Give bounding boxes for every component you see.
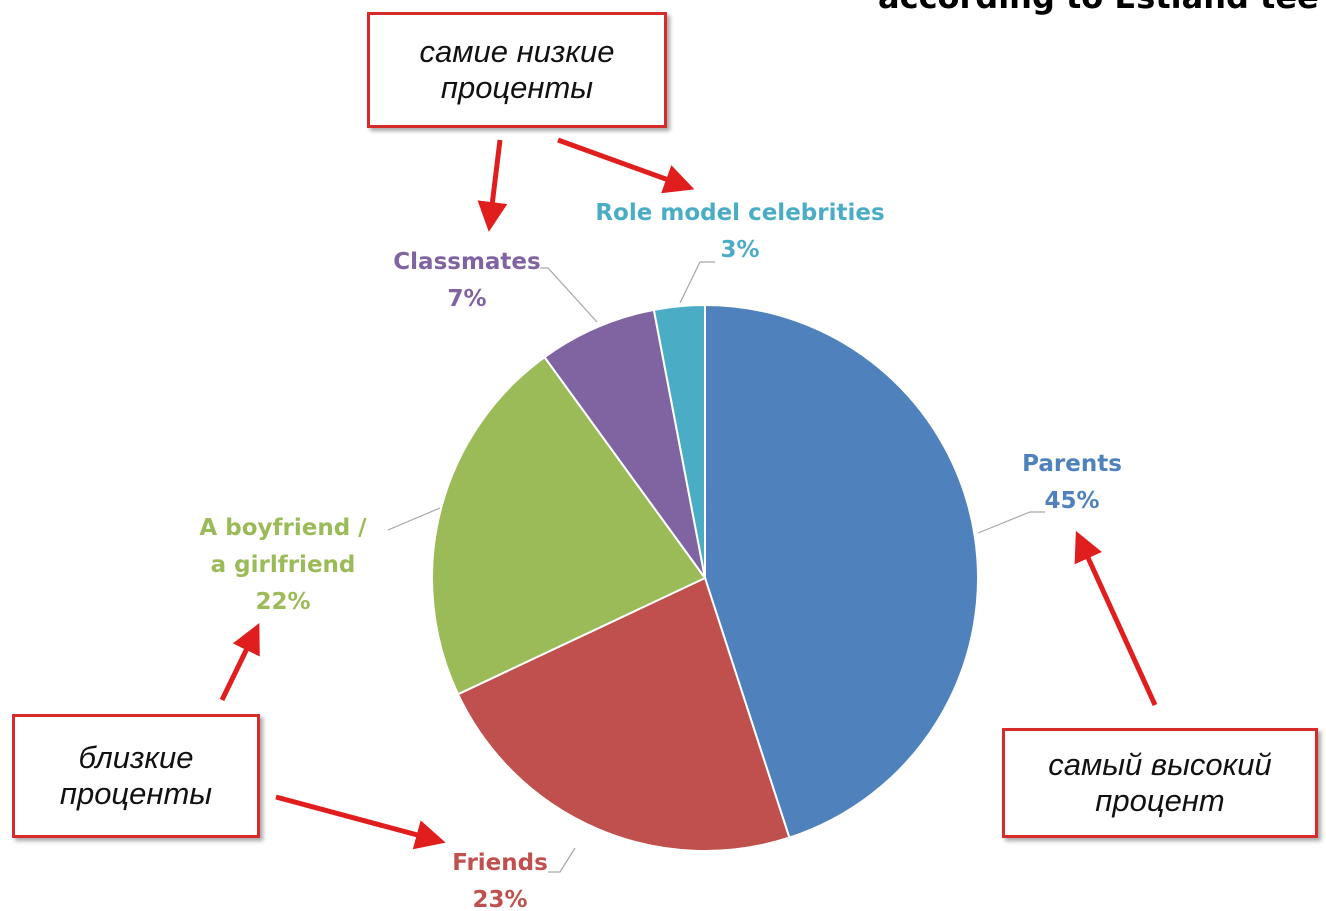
leader-lines [387, 261, 1045, 873]
category-label: A boyfriend / a girlfriend [199, 515, 367, 578]
slice [704, 303, 979, 839]
slice-label: Role model celebrities 3% [595, 195, 884, 269]
leader-line [540, 267, 598, 323]
slice [456, 576, 791, 852]
annotation: самый высокий процент [1002, 728, 1318, 838]
chart-title: according to Estland tee [878, 0, 1319, 16]
category-label: Friends [452, 850, 548, 876]
arrow [477, 139, 508, 232]
value-label: 23% [472, 887, 528, 911]
slice-label: A boyfriend / a girlfriend 22% [188, 510, 378, 621]
annotation: близкие проценты [12, 714, 260, 838]
category-label: Classmates [393, 249, 541, 275]
slice-label: Parents 45% [1022, 446, 1122, 520]
slice [431, 355, 707, 696]
value-label: 22% [255, 589, 311, 615]
arrow [275, 794, 446, 850]
arrow [219, 623, 260, 702]
leader-line [977, 511, 1045, 534]
pie [431, 303, 979, 852]
slice-label: Friends 23% [452, 845, 548, 911]
slice-label: Classmates 7% [393, 244, 540, 318]
leader-line [679, 261, 715, 304]
value-label: 3% [720, 237, 760, 263]
value-label: 45% [1044, 488, 1100, 514]
annotation: самие низкие проценты [367, 12, 667, 128]
arrow [1074, 530, 1158, 707]
arrows [219, 137, 1158, 850]
leader-line [548, 847, 576, 873]
arrow [557, 137, 695, 194]
category-label: Role model celebrities [595, 200, 885, 226]
leader-line [387, 507, 441, 531]
category-label: Parents [1022, 451, 1122, 477]
slice [652, 303, 706, 579]
slice [543, 308, 706, 579]
value-label: 7% [447, 286, 487, 312]
